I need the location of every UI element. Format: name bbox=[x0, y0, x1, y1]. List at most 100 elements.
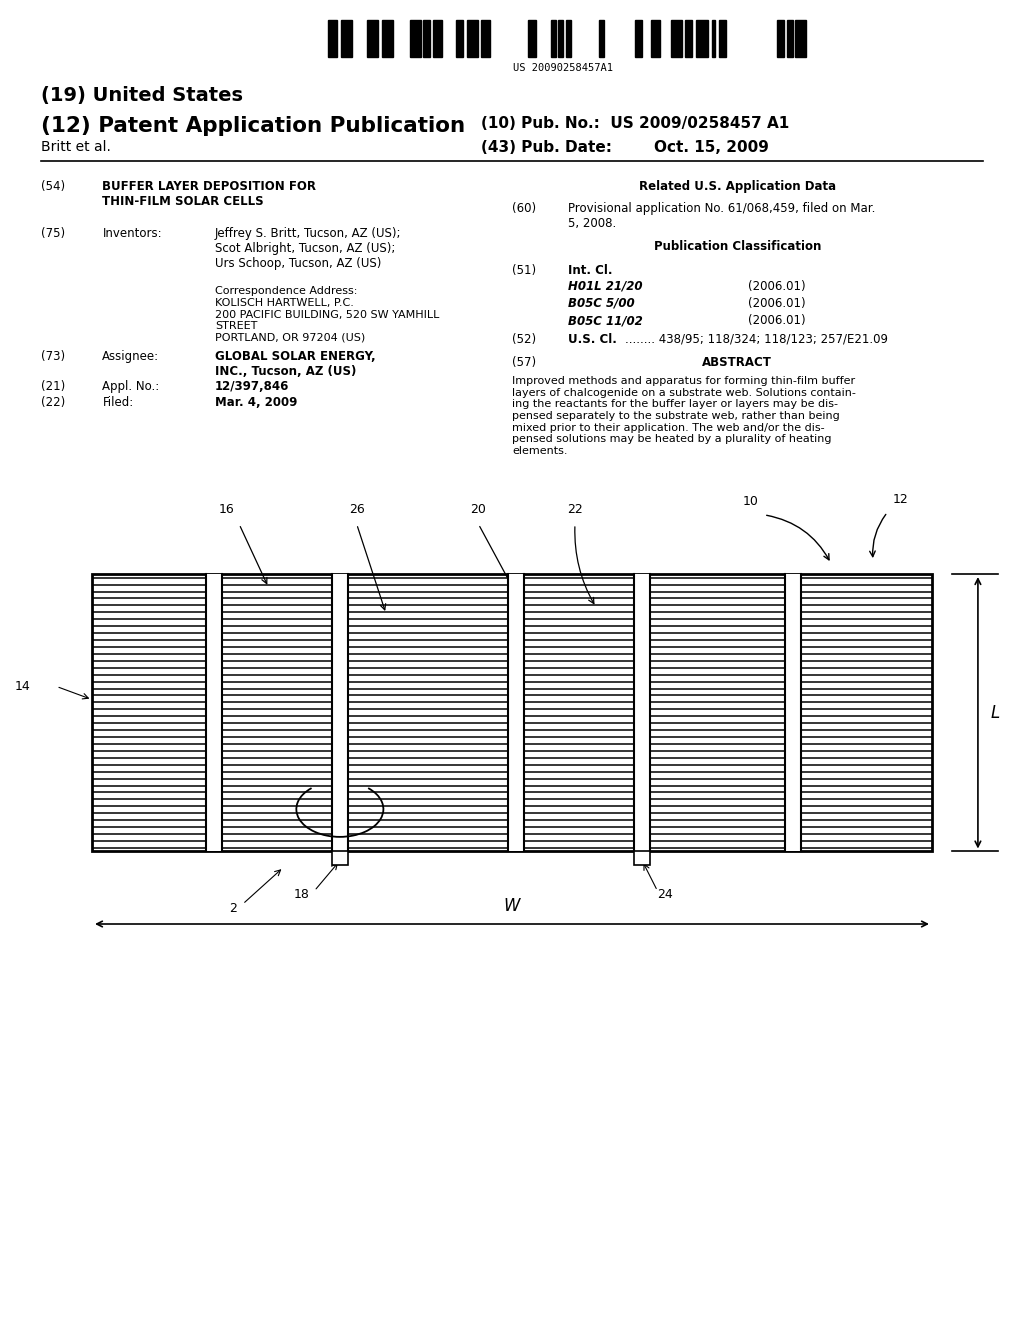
Text: BUFFER LAYER DEPOSITION FOR
THIN-FILM SOLAR CELLS: BUFFER LAYER DEPOSITION FOR THIN-FILM SO… bbox=[102, 180, 316, 207]
Bar bbox=[403, 20, 407, 57]
Text: (21): (21) bbox=[41, 380, 66, 393]
Bar bbox=[382, 20, 393, 57]
Bar bbox=[528, 20, 536, 57]
Text: 10: 10 bbox=[742, 495, 759, 508]
Text: B05C 11/02: B05C 11/02 bbox=[568, 314, 643, 327]
Bar bbox=[644, 20, 649, 57]
Text: Int. Cl.: Int. Cl. bbox=[568, 264, 612, 277]
Text: (2006.01): (2006.01) bbox=[748, 297, 805, 310]
Text: 12: 12 bbox=[893, 492, 908, 506]
Bar bbox=[634, 574, 650, 851]
Text: Inventors:: Inventors: bbox=[102, 227, 162, 240]
Bar bbox=[446, 20, 454, 57]
Text: (19) United States: (19) United States bbox=[41, 86, 243, 104]
Bar bbox=[502, 20, 513, 57]
Bar bbox=[206, 574, 222, 851]
Bar bbox=[635, 20, 642, 57]
Bar bbox=[467, 20, 478, 57]
Text: (60): (60) bbox=[512, 202, 537, 215]
Bar bbox=[481, 20, 490, 57]
Text: 20: 20 bbox=[470, 503, 486, 516]
Bar bbox=[367, 20, 378, 57]
Bar bbox=[749, 20, 752, 57]
Text: GLOBAL SOLAR ENERGY,
INC., Tucson, AZ (US): GLOBAL SOLAR ENERGY, INC., Tucson, AZ (U… bbox=[215, 350, 376, 378]
Bar bbox=[696, 20, 708, 57]
Text: 12/397,846: 12/397,846 bbox=[215, 380, 290, 393]
Text: 26: 26 bbox=[349, 503, 365, 516]
Bar bbox=[606, 20, 609, 57]
Text: Publication Classification: Publication Classification bbox=[653, 240, 821, 253]
Text: (2006.01): (2006.01) bbox=[748, 280, 805, 293]
Text: Correspondence Address:
KOLISCH HARTWELL, P.C.
200 PACIFIC BUILDING, 520 SW YAMH: Correspondence Address: KOLISCH HARTWELL… bbox=[215, 286, 439, 343]
Text: Related U.S. Application Data: Related U.S. Application Data bbox=[639, 180, 836, 193]
Text: U.S. Cl.: U.S. Cl. bbox=[568, 333, 617, 346]
Bar bbox=[396, 20, 401, 57]
Bar bbox=[737, 20, 744, 57]
Bar bbox=[410, 20, 421, 57]
Bar bbox=[423, 20, 430, 57]
Bar bbox=[494, 20, 499, 57]
Bar bbox=[611, 20, 614, 57]
Text: ABSTRACT: ABSTRACT bbox=[702, 356, 772, 370]
Bar bbox=[795, 20, 806, 57]
Bar bbox=[92, 574, 932, 851]
Bar bbox=[787, 20, 793, 57]
Text: (51): (51) bbox=[512, 264, 537, 277]
Bar bbox=[355, 20, 362, 57]
Text: H01L 21/20: H01L 21/20 bbox=[568, 280, 643, 293]
Bar bbox=[456, 20, 463, 57]
Bar bbox=[730, 20, 735, 57]
Bar bbox=[768, 20, 775, 57]
Bar bbox=[755, 20, 766, 57]
Text: (75): (75) bbox=[41, 227, 66, 240]
Text: (12) Patent Application Publication: (12) Patent Application Publication bbox=[41, 116, 465, 136]
Bar bbox=[624, 20, 631, 57]
Text: Filed:: Filed: bbox=[102, 396, 134, 409]
Text: ........ 438/95; 118/324; 118/123; 257/E21.09: ........ 438/95; 118/324; 118/123; 257/E… bbox=[625, 333, 888, 346]
Text: Appl. No.:: Appl. No.: bbox=[102, 380, 160, 393]
Bar bbox=[508, 574, 524, 851]
Text: B05C 5/00: B05C 5/00 bbox=[568, 297, 635, 310]
Bar bbox=[599, 20, 604, 57]
Bar bbox=[566, 20, 571, 57]
Bar bbox=[341, 20, 352, 57]
Text: Britt et al.: Britt et al. bbox=[41, 140, 111, 154]
Text: (57): (57) bbox=[512, 356, 537, 370]
Bar bbox=[651, 20, 660, 57]
Text: 24: 24 bbox=[657, 888, 673, 902]
Text: (22): (22) bbox=[41, 396, 66, 409]
Bar bbox=[517, 20, 526, 57]
Text: $W$: $W$ bbox=[503, 896, 521, 915]
Bar bbox=[332, 851, 348, 865]
Bar bbox=[685, 20, 692, 57]
Bar bbox=[574, 20, 584, 57]
Text: (73): (73) bbox=[41, 350, 66, 363]
Text: Jeffrey S. Britt, Tucson, AZ (US);
Scot Albright, Tucson, AZ (US);
Urs Schoop, T: Jeffrey S. Britt, Tucson, AZ (US); Scot … bbox=[215, 227, 401, 271]
Bar bbox=[777, 20, 784, 57]
Text: 2: 2 bbox=[229, 902, 238, 915]
Text: 16: 16 bbox=[218, 503, 233, 516]
Bar bbox=[671, 20, 682, 57]
Text: (2006.01): (2006.01) bbox=[748, 314, 805, 327]
Text: Improved methods and apparatus for forming thin-film buffer
layers of chalcogeni: Improved methods and apparatus for formi… bbox=[512, 376, 856, 455]
Text: (54): (54) bbox=[41, 180, 66, 193]
Bar bbox=[719, 20, 726, 57]
Bar bbox=[332, 574, 348, 851]
Text: (10) Pub. No.:  US 2009/0258457 A1: (10) Pub. No.: US 2009/0258457 A1 bbox=[481, 116, 790, 131]
Bar bbox=[328, 20, 337, 57]
Bar bbox=[586, 20, 597, 57]
Text: Provisional application No. 61/068,459, filed on Mar.
5, 2008.: Provisional application No. 61/068,459, … bbox=[568, 202, 876, 230]
Text: Mar. 4, 2009: Mar. 4, 2009 bbox=[215, 396, 297, 409]
Bar bbox=[558, 20, 563, 57]
Bar bbox=[551, 20, 556, 57]
Text: 22: 22 bbox=[567, 503, 583, 516]
Text: (52): (52) bbox=[512, 333, 537, 346]
Bar bbox=[634, 851, 650, 865]
Text: (43) Pub. Date:        Oct. 15, 2009: (43) Pub. Date: Oct. 15, 2009 bbox=[481, 140, 769, 154]
Bar bbox=[712, 20, 715, 57]
Text: 18: 18 bbox=[293, 888, 309, 902]
Text: $L$: $L$ bbox=[990, 704, 1000, 722]
Text: US 20090258457A1: US 20090258457A1 bbox=[513, 63, 613, 74]
Bar bbox=[539, 20, 548, 57]
Text: Assignee:: Assignee: bbox=[102, 350, 160, 363]
